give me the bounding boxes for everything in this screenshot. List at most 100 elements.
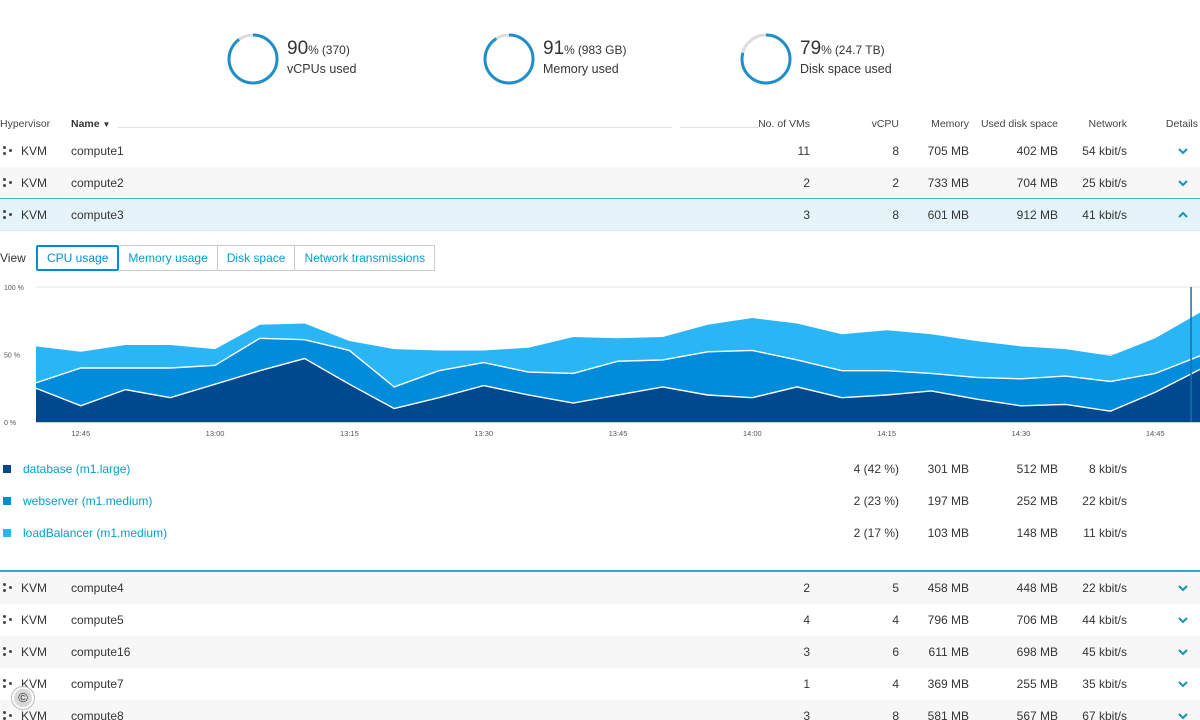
- hypervisor-cell: KVM: [21, 144, 48, 158]
- vm-memory: 103 MB: [927, 526, 969, 540]
- column-header-network[interactable]: Network: [1088, 118, 1127, 130]
- area-series: [36, 358, 1200, 422]
- expanded-row-top-border: [0, 198, 1200, 199]
- chevron-down-icon[interactable]: [1176, 645, 1190, 659]
- vcpu-cell: 4: [892, 613, 899, 627]
- vcpu-cell: 8: [892, 709, 899, 720]
- name-cell: compute7: [71, 677, 124, 691]
- column-header-name-label: Name: [71, 118, 100, 130]
- vm-name-link[interactable]: database (m1.large): [23, 462, 131, 476]
- vcpu-usage-count: (370): [321, 43, 350, 57]
- vm-disk: 252 MB: [1016, 494, 1058, 508]
- disk-cell: 402 MB: [1016, 144, 1058, 158]
- series-boundary-line: [35, 337, 1200, 388]
- vm-disk: 148 MB: [1016, 526, 1058, 540]
- disk-usage-percent: 79: [800, 38, 822, 59]
- vm-vcpu: 2 (23 %): [853, 494, 899, 508]
- vm-row: webserver (m1.medium) 2 (23 %) 197 MB 25…: [0, 485, 1200, 517]
- hypervisor-icon: [2, 146, 14, 156]
- copyright-badge: ©: [12, 687, 34, 709]
- chevron-down-icon[interactable]: [1176, 677, 1190, 691]
- vms-cell: 2: [803, 176, 810, 190]
- chevron-up-icon[interactable]: [1176, 208, 1190, 222]
- column-header-vcpu[interactable]: vCPU: [871, 118, 899, 130]
- column-header-name[interactable]: Name ▼: [71, 118, 110, 130]
- memory-cell: 796 MB: [927, 613, 969, 627]
- table-row[interactable]: KVM compute7 1 4 369 MB 255 MB 35 kbit/s: [0, 668, 1200, 700]
- vcpu-cell: 4: [892, 677, 899, 691]
- network-cell: 45 kbit/s: [1082, 645, 1127, 659]
- x-tick-label: 14:15: [877, 429, 896, 438]
- disk-usage-percent-sign: %: [821, 43, 832, 57]
- memory-cell: 705 MB: [927, 144, 969, 158]
- name-cell: compute16: [71, 645, 131, 659]
- table-row[interactable]: KVM compute4 2 5 458 MB 448 MB 22 kbit/s: [0, 572, 1200, 604]
- hypervisor-cell: KVM: [21, 208, 48, 222]
- disk-cell: 704 MB: [1016, 176, 1058, 190]
- y-tick-label: 100 %: [4, 285, 24, 292]
- hypervisor-icon: [2, 210, 14, 220]
- table-row[interactable]: KVM compute16 3 6 611 MB 698 MB 45 kbit/…: [0, 636, 1200, 668]
- memory-usage-percent: 91: [543, 38, 565, 59]
- network-cell: 44 kbit/s: [1082, 613, 1127, 627]
- vm-name-link[interactable]: loadBalancer (m1.medium): [23, 526, 168, 540]
- chevron-down-icon[interactable]: [1176, 613, 1190, 627]
- vms-cell: 1: [803, 677, 810, 691]
- name-cell: compute1: [71, 144, 124, 158]
- x-tick-label: 13:30: [474, 429, 493, 438]
- header-divider: [680, 127, 758, 128]
- tab-network-transmissions[interactable]: Network transmissions: [295, 245, 436, 271]
- disk-cell: 698 MB: [1016, 645, 1058, 659]
- cpu-usage-chart[interactable]: 0 % 50 % 100 % 12:45 13:00 13:15 13:30 13:45 14:…: [0, 280, 1200, 445]
- disk-cell: 567 MB: [1016, 709, 1058, 720]
- chevron-down-icon[interactable]: [1176, 581, 1190, 595]
- vm-network: 11 kbit/s: [1083, 526, 1127, 540]
- vms-cell: 3: [803, 208, 810, 222]
- hypervisor-cell: KVM: [21, 581, 48, 595]
- vm-vcpu: 4 (42 %): [853, 462, 899, 476]
- vm-name-link[interactable]: webserver (m1.medium): [23, 494, 153, 508]
- column-header-vms[interactable]: No. of VMs: [758, 118, 810, 130]
- hypervisor-icon: [2, 711, 14, 720]
- chevron-down-icon[interactable]: [1176, 144, 1190, 158]
- column-header-disk[interactable]: Used disk space: [980, 118, 1058, 130]
- series-boundary-line: [35, 357, 1200, 412]
- vms-cell: 4: [803, 613, 810, 627]
- vcpu-usage-ring: [227, 33, 279, 85]
- vcpu-usage-label: vCPUs used: [287, 62, 357, 76]
- network-cell: 67 kbit/s: [1082, 709, 1127, 720]
- x-tick-label: 12:45: [71, 429, 90, 438]
- legend-swatch: [3, 497, 11, 505]
- legend-swatch: [3, 529, 11, 537]
- disk-cell: 255 MB: [1016, 677, 1058, 691]
- memory-usage-label: Memory used: [543, 62, 619, 76]
- chevron-down-icon[interactable]: [1176, 176, 1190, 190]
- column-header-memory[interactable]: Memory: [931, 118, 969, 130]
- column-header-hypervisor[interactable]: Hypervisor: [0, 118, 51, 130]
- table-row[interactable]: KVM compute5 4 4 796 MB 706 MB 44 kbit/s: [0, 604, 1200, 636]
- disk-cell: 448 MB: [1016, 581, 1058, 595]
- vm-memory: 197 MB: [927, 494, 969, 508]
- tab-cpu-usage[interactable]: CPU usage: [36, 245, 120, 271]
- table-row[interactable]: KVM compute8 3 8 581 MB 567 MB 67 kbit/s: [0, 700, 1200, 720]
- vcpu-cell: 2: [892, 176, 899, 190]
- name-cell: compute2: [71, 176, 124, 190]
- tab-disk-space[interactable]: Disk space: [217, 245, 296, 271]
- hypervisor-cell: KVM: [21, 709, 48, 720]
- vm-network: 22 kbit/s: [1082, 494, 1127, 508]
- x-tick-label: 13:00: [206, 429, 225, 438]
- chevron-down-icon[interactable]: [1176, 709, 1190, 720]
- vm-vcpu: 2 (17 %): [853, 526, 899, 540]
- x-tick-label: 14:45: [1146, 429, 1165, 438]
- vcpu-cell: 8: [892, 144, 899, 158]
- vcpu-cell: 8: [892, 208, 899, 222]
- table-row[interactable]: KVM compute2 2 2 733 MB 704 MB 25 kbit/s: [0, 167, 1200, 199]
- network-cell: 25 kbit/s: [1082, 176, 1127, 190]
- y-tick-label: 50 %: [4, 353, 20, 360]
- name-cell: compute3: [71, 208, 124, 222]
- vms-cell: 11: [797, 144, 810, 158]
- vm-memory: 301 MB: [927, 462, 969, 476]
- tab-memory-usage[interactable]: Memory usage: [119, 245, 218, 271]
- table-row[interactable]: KVM compute3 3 8 601 MB 912 MB 41 kbit/s: [0, 199, 1200, 231]
- table-row[interactable]: KVM compute1 11 8 705 MB 402 MB 54 kbit/…: [0, 135, 1200, 167]
